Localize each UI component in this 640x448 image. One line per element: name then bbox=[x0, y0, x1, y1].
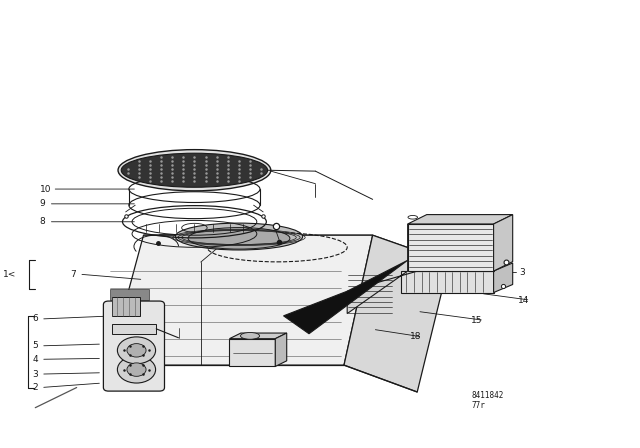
Text: 8: 8 bbox=[40, 217, 45, 226]
Text: 8411842
77r: 8411842 77r bbox=[471, 391, 504, 410]
Ellipse shape bbox=[175, 223, 303, 250]
Text: 3: 3 bbox=[32, 370, 38, 379]
Polygon shape bbox=[401, 271, 493, 293]
Polygon shape bbox=[344, 235, 449, 392]
Circle shape bbox=[127, 344, 146, 357]
Polygon shape bbox=[229, 339, 275, 366]
Polygon shape bbox=[347, 224, 449, 314]
Text: 6: 6 bbox=[32, 314, 38, 323]
Bar bbox=[110, 289, 148, 300]
Circle shape bbox=[127, 363, 146, 376]
Bar bbox=[110, 325, 148, 336]
Text: 3: 3 bbox=[519, 268, 525, 277]
Circle shape bbox=[117, 337, 156, 364]
Bar bbox=[111, 297, 140, 316]
Text: 2: 2 bbox=[32, 383, 38, 392]
Text: 12: 12 bbox=[255, 229, 266, 238]
Polygon shape bbox=[493, 263, 513, 293]
Polygon shape bbox=[493, 215, 513, 271]
Ellipse shape bbox=[188, 228, 290, 249]
Polygon shape bbox=[143, 235, 449, 262]
Circle shape bbox=[117, 356, 156, 383]
FancyBboxPatch shape bbox=[104, 301, 164, 391]
Text: 17: 17 bbox=[252, 350, 263, 359]
Polygon shape bbox=[284, 260, 408, 334]
Text: 7: 7 bbox=[70, 270, 76, 279]
Bar bbox=[110, 343, 148, 354]
Ellipse shape bbox=[121, 153, 268, 187]
Ellipse shape bbox=[241, 332, 260, 339]
Text: 15: 15 bbox=[471, 316, 483, 325]
Text: 5: 5 bbox=[32, 341, 38, 350]
Bar bbox=[110, 307, 148, 318]
Polygon shape bbox=[229, 333, 287, 339]
Text: 9: 9 bbox=[40, 199, 45, 208]
Text: 14: 14 bbox=[518, 296, 529, 305]
Bar bbox=[111, 324, 156, 334]
Text: 11: 11 bbox=[255, 171, 266, 180]
Text: 18: 18 bbox=[410, 332, 421, 341]
Polygon shape bbox=[408, 215, 513, 224]
Text: 10: 10 bbox=[40, 185, 51, 194]
Ellipse shape bbox=[118, 150, 271, 191]
Text: 4: 4 bbox=[32, 355, 38, 364]
Polygon shape bbox=[275, 333, 287, 366]
Polygon shape bbox=[109, 235, 372, 365]
Text: 1<: 1< bbox=[3, 270, 16, 279]
Polygon shape bbox=[408, 224, 493, 271]
